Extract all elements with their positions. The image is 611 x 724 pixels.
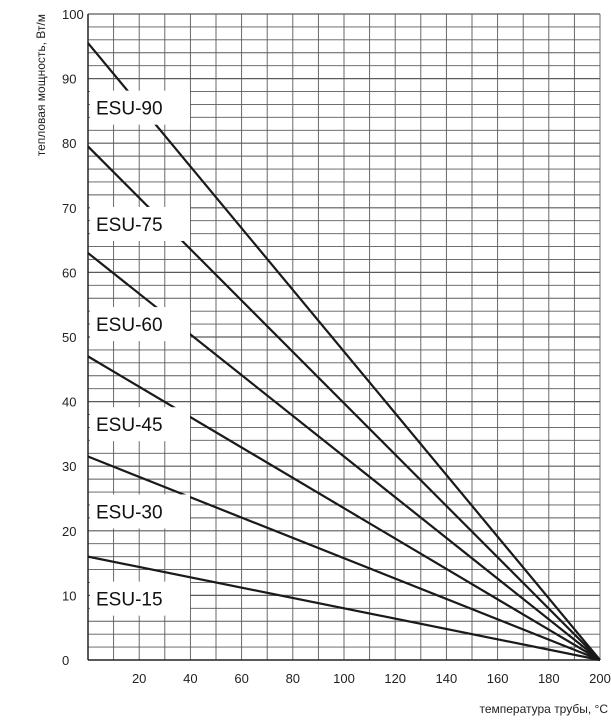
series-label-esu-90: ESU-90	[96, 99, 163, 120]
series-label-bg	[90, 407, 190, 442]
series-label-bg	[90, 90, 190, 125]
x-tick-labels: 20 40 60 80 100 120 140 160 180 200	[132, 671, 611, 686]
series-label-esu-30: ESU-30	[96, 502, 163, 523]
y-tick-labels: 0 10 20 30 40 50 60 70 80 90 100	[62, 7, 84, 668]
y-tick-label: 70	[62, 201, 76, 216]
x-tick-label: 160	[487, 671, 509, 686]
y-axis-title: тепловая мощность, Вт/м	[34, 14, 48, 156]
y-tick-label: 0	[62, 653, 69, 668]
y-tick-label: 90	[62, 72, 76, 87]
series-label-esu-45: ESU-45	[96, 415, 163, 436]
x-tick-label: 140	[436, 671, 458, 686]
series-label-bg	[90, 581, 190, 616]
series-label-bg	[90, 307, 190, 342]
y-tick-label: 20	[62, 524, 76, 539]
x-tick-label: 20	[132, 671, 146, 686]
x-tick-label: 120	[384, 671, 406, 686]
series-line-esu-30	[87, 455, 601, 662]
y-tick-label: 80	[62, 136, 76, 151]
y-tick-label: 10	[62, 588, 76, 603]
series-line-esu-45	[87, 355, 601, 661]
y-tick-label: 40	[62, 395, 76, 410]
series-label-esu-60: ESU-60	[96, 315, 163, 336]
series-label-esu-75: ESU-75	[96, 215, 163, 236]
series-line-esu-90	[87, 42, 601, 661]
x-tick-label: 200	[589, 671, 611, 686]
y-tick-label: 50	[62, 330, 76, 345]
y-tick-label: 30	[62, 459, 76, 474]
x-axis-title: температура трубы, °C	[479, 702, 608, 716]
y-tick-label: 100	[62, 7, 84, 22]
x-tick-label: 100	[333, 671, 355, 686]
series-label-bg	[90, 494, 190, 529]
x-tick-label: 80	[286, 671, 300, 686]
x-tick-label: 60	[234, 671, 248, 686]
series-label-esu-15: ESU-15	[96, 590, 163, 611]
series-labels: ESU-90 ESU-75 ESU-60 ESU-45 ESU-30 ESU-15	[90, 90, 190, 616]
y-tick-label: 60	[62, 265, 76, 280]
x-tick-label: 180	[538, 671, 560, 686]
x-tick-label: 40	[183, 671, 197, 686]
series-line-esu-15	[87, 555, 601, 662]
series-label-bg	[90, 206, 190, 241]
